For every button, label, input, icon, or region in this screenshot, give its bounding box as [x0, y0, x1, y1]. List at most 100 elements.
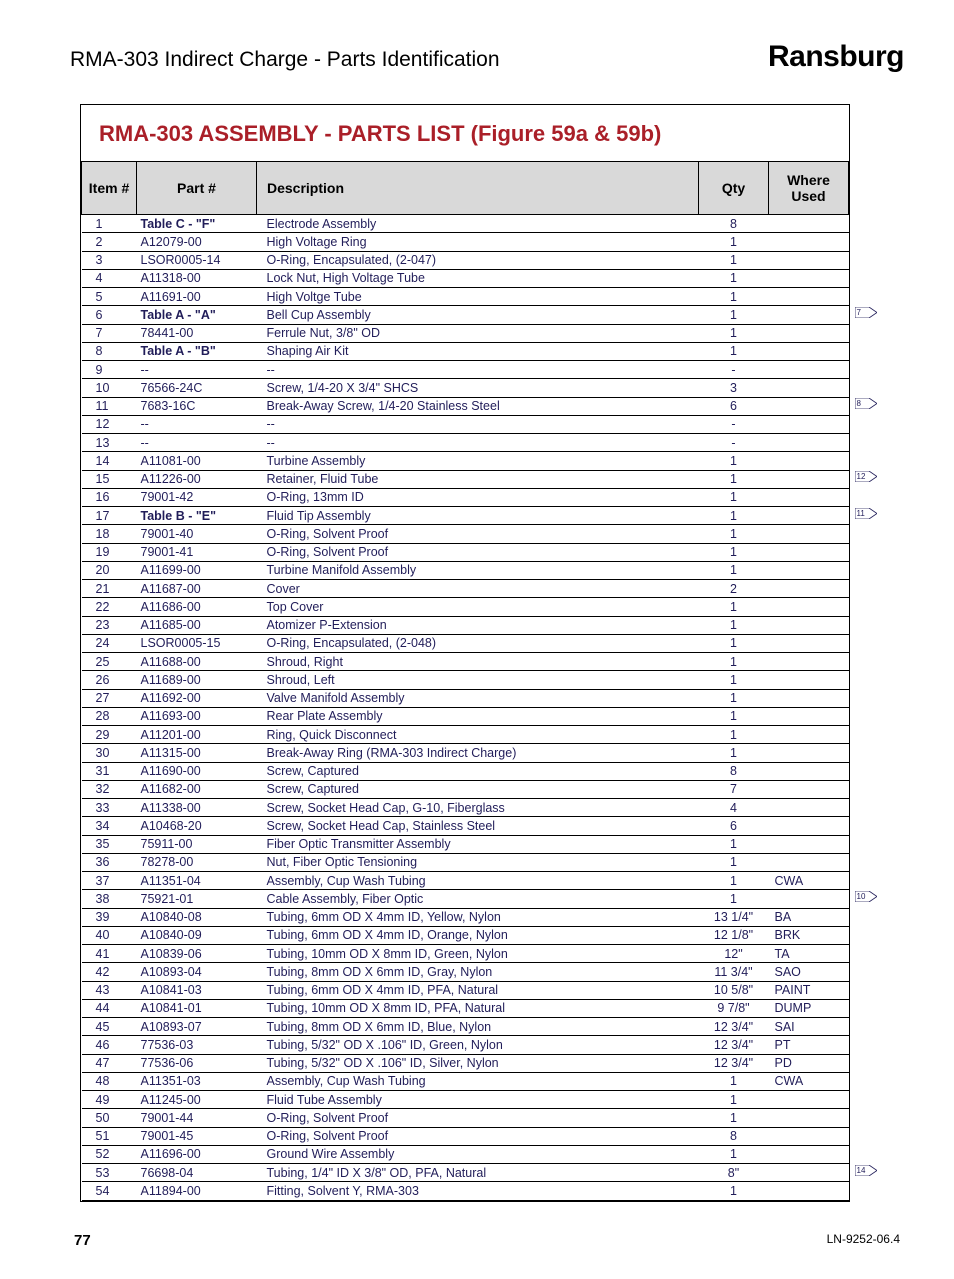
cell-item: 30	[82, 744, 137, 762]
cell-desc: Lock Nut, High Voltage Tube	[257, 269, 699, 287]
col-item: Item #	[82, 162, 137, 215]
cell-part: A11686-00	[137, 598, 257, 616]
table-row: 17Table B - "E"Fluid Tip Assembly1	[82, 507, 849, 525]
cell-item: 12	[82, 415, 137, 433]
cell-qty: 12 3/4"	[699, 1036, 769, 1054]
cell-desc: Screw, Captured	[257, 780, 699, 798]
cell-qty: -	[699, 415, 769, 433]
cell-where	[769, 561, 849, 579]
cell-where	[769, 817, 849, 835]
cell-part: 75921-01	[137, 890, 257, 908]
cell-desc: Bell Cup Assembly	[257, 306, 699, 324]
cell-qty: 6	[699, 397, 769, 415]
parts-table: Item # Part # Description Qty Where Used…	[81, 161, 849, 1201]
table-row: 41A10839-06Tubing, 10mm OD X 8mm ID, Gre…	[82, 945, 849, 963]
cell-where	[769, 488, 849, 506]
cell-where	[769, 434, 849, 452]
table-row: 1979001-41O-Ring, Solvent Proof1	[82, 543, 849, 561]
cell-item: 11	[82, 397, 137, 415]
cell-where	[769, 799, 849, 817]
cell-qty: 9 7/8"	[699, 999, 769, 1017]
table-row: 14A11081-00Turbine Assembly1	[82, 452, 849, 470]
col-where: Where Used	[769, 162, 849, 215]
cell-where	[769, 726, 849, 744]
note-flag-icon: 11	[855, 508, 877, 521]
parts-table-container: RMA-303 ASSEMBLY - PARTS LIST (Figure 59…	[80, 104, 850, 1202]
table-row: 22A11686-00Top Cover1	[82, 598, 849, 616]
cell-qty: 1	[699, 306, 769, 324]
cell-item: 19	[82, 543, 137, 561]
cell-qty: 1	[699, 726, 769, 744]
cell-item: 21	[82, 580, 137, 598]
table-row: 6Table A - "A"Bell Cup Assembly1	[82, 306, 849, 324]
cell-qty: 10 5/8"	[699, 981, 769, 999]
cell-part: --	[137, 434, 257, 452]
cell-desc: Tubing, 5/32" OD X .106" ID, Silver, Nyl…	[257, 1054, 699, 1072]
cell-qty: 1	[699, 1182, 769, 1200]
cell-part: 79001-41	[137, 543, 257, 561]
cell-item: 3	[82, 251, 137, 269]
cell-desc: --	[257, 361, 699, 379]
cell-item: 18	[82, 525, 137, 543]
cell-where	[769, 634, 849, 652]
cell-desc: Shroud, Right	[257, 653, 699, 671]
cell-item: 2	[82, 233, 137, 251]
cell-item: 16	[82, 488, 137, 506]
cell-part: A11682-00	[137, 780, 257, 798]
cell-part: A11351-03	[137, 1072, 257, 1090]
cell-qty: 1	[699, 288, 769, 306]
cell-where	[769, 452, 849, 470]
cell-part: A10840-08	[137, 908, 257, 926]
cell-item: 1	[82, 215, 137, 233]
cell-where	[769, 744, 849, 762]
table-row: 21A11687-00Cover2	[82, 580, 849, 598]
cell-qty: 1	[699, 525, 769, 543]
cell-item: 53	[82, 1164, 137, 1182]
cell-part: 79001-44	[137, 1109, 257, 1127]
cell-part: A10893-07	[137, 1018, 257, 1036]
cell-qty: 12"	[699, 945, 769, 963]
cell-part: --	[137, 361, 257, 379]
table-row: 28A11693-00Rear Plate Assembly1	[82, 707, 849, 725]
cell-item: 33	[82, 799, 137, 817]
header: RMA-303 Indirect Charge - Parts Identifi…	[70, 40, 904, 74]
cell-where	[769, 853, 849, 871]
cell-item: 8	[82, 342, 137, 360]
cell-desc: O-Ring, Solvent Proof	[257, 525, 699, 543]
cell-part: A11894-00	[137, 1182, 257, 1200]
cell-where	[769, 342, 849, 360]
table-row: 44A10841-01Tubing, 10mm OD X 8mm ID, PFA…	[82, 999, 849, 1017]
cell-desc: Tubing, 5/32" OD X .106" ID, Green, Nylo…	[257, 1036, 699, 1054]
cell-part: LSOR0005-15	[137, 634, 257, 652]
table-row: 13-----	[82, 434, 849, 452]
cell-item: 10	[82, 379, 137, 397]
col-desc: Description	[257, 162, 699, 215]
cell-item: 25	[82, 653, 137, 671]
cell-part: A11201-00	[137, 726, 257, 744]
table-row: 778441-00Ferrule Nut, 3/8" OD1	[82, 324, 849, 342]
cell-qty: 1	[699, 616, 769, 634]
cell-item: 37	[82, 872, 137, 890]
cell-item: 4	[82, 269, 137, 287]
cell-part: A11692-00	[137, 689, 257, 707]
table-row: 49A11245-00Fluid Tube Assembly1	[82, 1091, 849, 1109]
page: RMA-303 Indirect Charge - Parts Identifi…	[0, 0, 954, 1279]
cell-where	[769, 1145, 849, 1163]
cell-desc: Screw, Socket Head Cap, Stainless Steel	[257, 817, 699, 835]
cell-desc: Assembly, Cup Wash Tubing	[257, 1072, 699, 1090]
cell-where: BRK	[769, 926, 849, 944]
cell-qty: 1	[699, 1145, 769, 1163]
cell-item: 23	[82, 616, 137, 634]
cell-where	[769, 507, 849, 525]
cell-desc: Screw, Socket Head Cap, G-10, Fiberglass	[257, 799, 699, 817]
cell-where	[769, 671, 849, 689]
cell-part: A11687-00	[137, 580, 257, 598]
cell-desc: Top Cover	[257, 598, 699, 616]
cell-item: 24	[82, 634, 137, 652]
cell-desc: Rear Plate Assembly	[257, 707, 699, 725]
table-row: 33A11338-00Screw, Socket Head Cap, G-10,…	[82, 799, 849, 817]
cell-qty: -	[699, 434, 769, 452]
cell-desc: Turbine Assembly	[257, 452, 699, 470]
cell-desc: Shroud, Left	[257, 671, 699, 689]
cell-qty: 1	[699, 233, 769, 251]
